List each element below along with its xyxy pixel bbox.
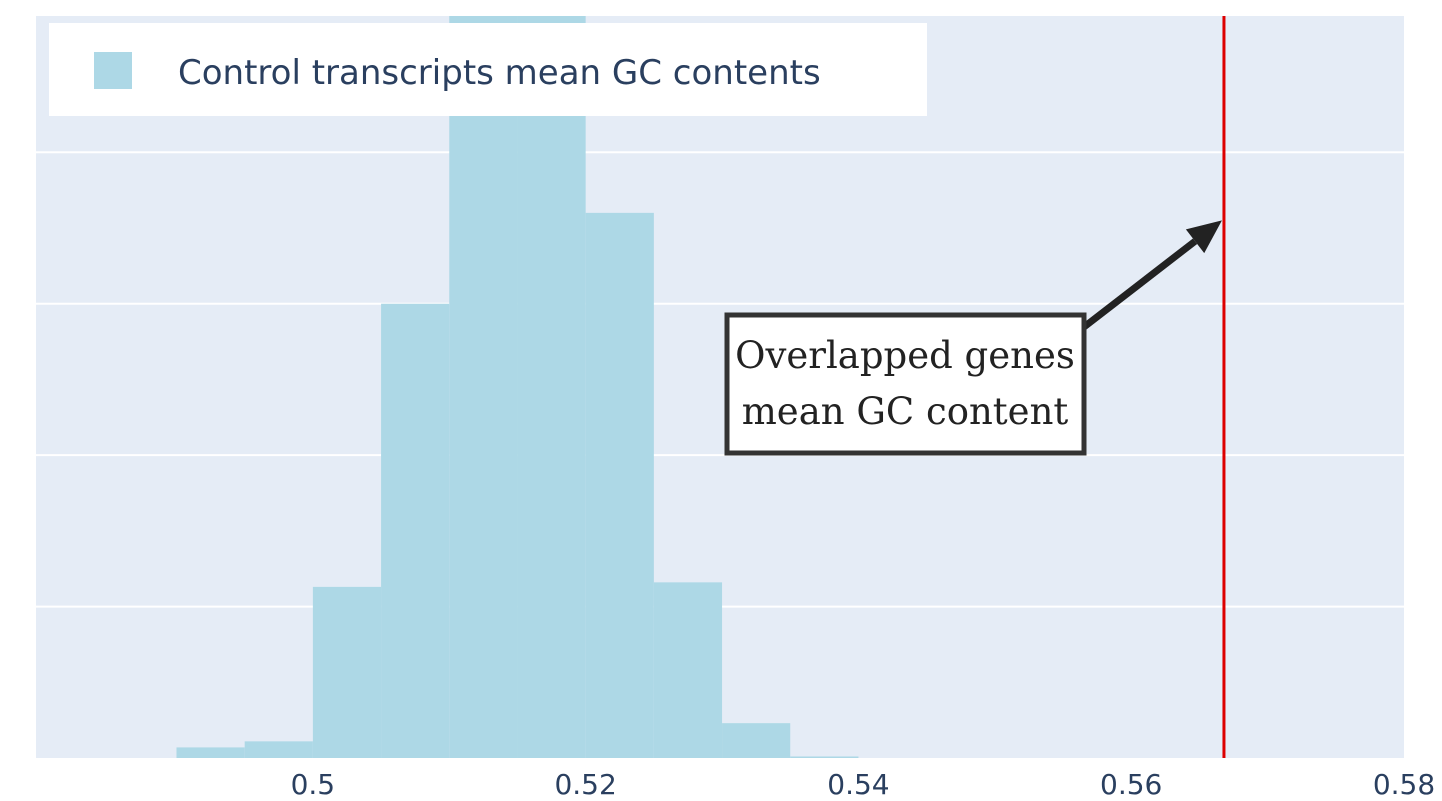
histogram-bar-3 bbox=[312, 586, 382, 758]
histogram-bars bbox=[176, 16, 859, 758]
legend-swatch bbox=[94, 52, 132, 89]
x-tick-label-3: 0.54 bbox=[827, 768, 889, 801]
annotation-line-1: Overlapped genes bbox=[735, 334, 1075, 377]
legend-box bbox=[49, 23, 927, 116]
histogram-bar-2 bbox=[244, 741, 313, 758]
histogram-bar-9 bbox=[722, 723, 791, 758]
legend[interactable]: Control transcripts mean GC contents bbox=[49, 23, 927, 116]
histogram-bar-4 bbox=[381, 303, 450, 758]
gridlines bbox=[36, 151, 1404, 608]
annotation-arrow-line bbox=[1081, 238, 1198, 330]
histogram-bar-6 bbox=[517, 16, 586, 758]
annotation-box bbox=[724, 312, 1087, 456]
histogram-bar-10 bbox=[790, 756, 859, 758]
x-tick-label-1: 0.5 bbox=[291, 768, 336, 801]
annotation-arrow-head bbox=[1185, 220, 1222, 254]
histogram-bar-1 bbox=[176, 747, 245, 758]
x-axis-ticks: 0.5 0.52 0.54 0.56 0.58 bbox=[291, 768, 1436, 801]
x-tick-label-5: 0.58 bbox=[1373, 768, 1435, 801]
x-tick-label-2: 0.52 bbox=[554, 768, 616, 801]
histogram-bar-7 bbox=[585, 212, 654, 758]
legend-label: Control transcripts mean GC contents bbox=[178, 53, 821, 93]
annotation: Overlapped genes mean GC content bbox=[724, 220, 1222, 456]
histogram-bar-5 bbox=[449, 16, 518, 758]
x-tick-label-4: 0.56 bbox=[1100, 768, 1162, 801]
histogram-bar-8 bbox=[653, 582, 723, 758]
annotation-line-2: mean GC content bbox=[742, 390, 1069, 433]
